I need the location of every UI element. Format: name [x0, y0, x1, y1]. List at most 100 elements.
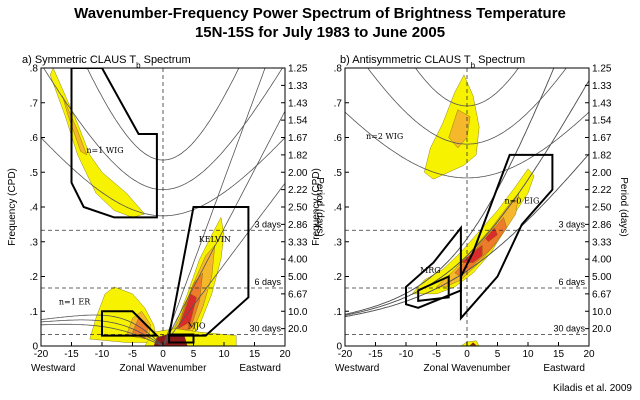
- period-tick-label: 2.22: [288, 185, 308, 196]
- period-tick-label: 2.00: [592, 168, 612, 179]
- dispersion-curve-eig: [345, 153, 589, 317]
- x-tick-label: 10: [218, 349, 230, 360]
- filter-box-mrg: [405, 224, 462, 309]
- x-axis-eastward-label: Eastward: [543, 363, 585, 374]
- x-axis-eastward-label: Eastward: [239, 363, 281, 374]
- plot-area: [41, 68, 285, 346]
- y-tick-label: 0: [336, 342, 342, 353]
- wave-label: KELVIN: [199, 235, 231, 244]
- wave-label: n=1 WIG: [86, 146, 123, 155]
- period-tick-label: 3.33: [592, 237, 612, 248]
- x-tick-label: -5: [128, 349, 137, 360]
- period-line-label: 6 days: [254, 277, 281, 287]
- y-tick-label: .1: [30, 307, 39, 318]
- filter-box-eig: [459, 153, 554, 321]
- filter-box-wig: [70, 68, 158, 219]
- y-tick-label: .7: [334, 98, 343, 109]
- period-tick-label: 1.33: [288, 81, 308, 92]
- period-line-label: 30 days: [553, 324, 585, 334]
- period-tick-label: 1.82: [592, 150, 612, 161]
- y-tick-label: .5: [30, 168, 39, 179]
- dispersion-curve-wig2: [345, 111, 589, 179]
- period-tick-label: 6.67: [288, 289, 308, 300]
- dispersion-curve-wig2: [367, 68, 567, 145]
- filter-box-mrg2: [417, 274, 450, 302]
- figure-title-line2: 15N-15S for July 1983 to June 2005: [194, 24, 446, 41]
- period-tick-label: 2.50: [288, 203, 308, 214]
- period-tick-label: 1.25: [592, 64, 612, 75]
- power-region-level-1: [162, 216, 225, 343]
- y-tick-label: .3: [334, 237, 343, 248]
- period-line-label: 30 days: [249, 324, 281, 334]
- period-tick-label: 10.0: [288, 307, 308, 318]
- period-tick-label: 1.43: [288, 98, 308, 109]
- x-tick-label: 0: [160, 349, 166, 360]
- period-tick-label: 4.00: [592, 255, 612, 266]
- dispersion-curve-kelvin: [162, 68, 266, 346]
- y-tick-label: .4: [30, 203, 39, 214]
- x-tick-label: -5: [432, 349, 441, 360]
- period-tick-label: 2.86: [592, 220, 612, 231]
- filter-box-mjo: [168, 333, 195, 344]
- period-tick-label: 1.82: [288, 150, 308, 161]
- period-line-label: 3 days: [558, 219, 585, 229]
- period-tick-label: 6.67: [592, 289, 612, 300]
- x-axis-label: Zonal Wavenumber: [120, 363, 208, 374]
- x-tick-label: -10: [399, 349, 414, 360]
- x-axis-westward-label: Westward: [31, 363, 75, 374]
- panel-antisymmetric: b) Antisymmetric CLAUS Tb Spectrum 3 day…: [311, 54, 629, 374]
- x-tick-label: 15: [553, 349, 565, 360]
- wave-label: n=2 WIG: [366, 132, 403, 141]
- power-region-level-4: [485, 227, 498, 243]
- x-axis-label: Zonal Wavenumber: [424, 363, 512, 374]
- panel-title-a-subscript: b: [136, 61, 141, 70]
- y-tick-label: 0: [32, 342, 38, 353]
- panel-title-a: a) Symmetric CLAUS Tb Spectrum: [22, 54, 191, 70]
- period-line-label: 6 days: [558, 277, 585, 287]
- period-tick-label: 4.00: [288, 255, 308, 266]
- period-tick-label: 5.00: [288, 272, 308, 283]
- y-tick-label: .7: [30, 98, 39, 109]
- power-region-level-1: [424, 74, 480, 180]
- y-axis-label: Frequency (CPD): [311, 168, 322, 246]
- x-tick-label: -15: [368, 349, 383, 360]
- filter-box-er: [101, 310, 160, 337]
- y-tick-label: .6: [30, 133, 39, 144]
- y-tick-label: .3: [30, 237, 39, 248]
- wave-label: n=1 ER: [59, 297, 91, 306]
- period-tick-label: 20.0: [592, 324, 612, 335]
- y-tick-label: .4: [334, 203, 343, 214]
- period-line-label: 3 days: [254, 219, 281, 229]
- plot-area: [345, 68, 589, 346]
- figure-title-line1: Wavenumber-Frequency Power Spectrum of B…: [74, 5, 566, 22]
- x-tick-label: 0: [464, 349, 470, 360]
- dispersion-curve-inertia: [86, 68, 240, 161]
- period-tick-label: 1.43: [592, 98, 612, 109]
- period-tick-label: 3.33: [288, 237, 308, 248]
- panel-title-b: b) Antisymmetric CLAUS Tb Spectrum: [340, 54, 525, 70]
- dispersion-curve-eig: [345, 68, 555, 315]
- power-region-level-5: [469, 342, 477, 346]
- period-tick-label: 10.0: [592, 307, 612, 318]
- figure-title: Wavenumber-Frequency Power Spectrum of B…: [0, 4, 640, 42]
- y-tick-label: .6: [334, 133, 343, 144]
- panel-title-b-subscript: b: [471, 61, 476, 70]
- x-tick-label: 15: [249, 349, 261, 360]
- y-tick-label: .1: [334, 307, 343, 318]
- period-tick-label: 1.67: [288, 133, 308, 144]
- wave-label: MRG: [420, 266, 441, 275]
- wave-label: n=0 EIG: [504, 197, 539, 206]
- dispersion-curve-kelvin: [162, 110, 285, 346]
- x-tick-label: -10: [95, 349, 110, 360]
- power-region-level-2: [62, 95, 88, 156]
- y-tick-label: .2: [334, 272, 343, 283]
- y-axis-label-right: Period (days): [314, 177, 325, 236]
- period-tick-label: 1.54: [592, 116, 612, 127]
- period-tick-label: 1.67: [592, 133, 612, 144]
- filter-box-kelvin: [167, 206, 250, 337]
- y-tick-label: .8: [30, 64, 39, 75]
- y-axis-label: Frequency (CPD): [7, 168, 18, 246]
- period-tick-label: 2.86: [288, 220, 308, 231]
- period-tick-label: 2.22: [592, 185, 612, 196]
